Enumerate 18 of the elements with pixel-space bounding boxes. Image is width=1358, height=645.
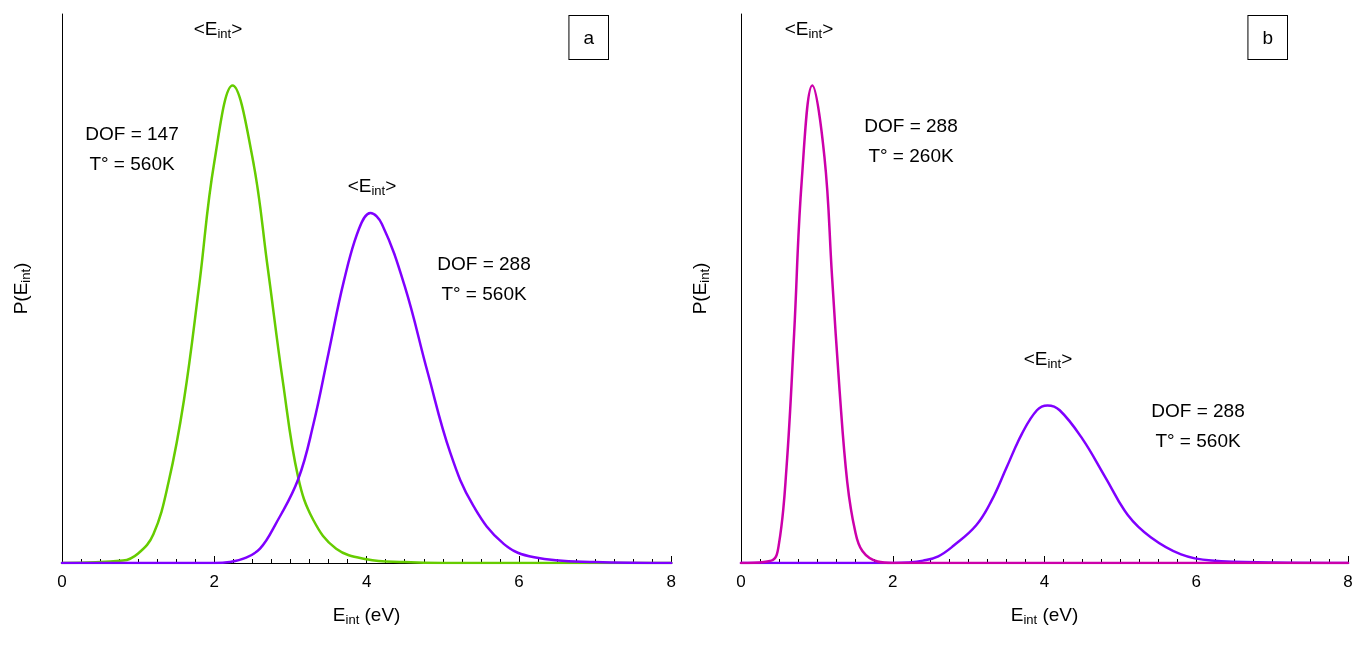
x-tick-label: 6 (1191, 572, 1201, 591)
annotation: DOF = 147 T° = 560K (85, 122, 179, 174)
chart-title: a (583, 27, 595, 48)
annotation: DOF = 288 T° = 260K (864, 114, 958, 166)
x-tick-label: 4 (361, 572, 372, 591)
y-axis-title: P(Eint) (689, 262, 712, 315)
x-tick-label: 2 (888, 572, 898, 591)
y-axis-title: P(Eint) (10, 262, 33, 315)
chart-title: b (1262, 27, 1274, 48)
x-tick-label: 8 (1343, 572, 1353, 591)
x-tick-label: 8 (666, 572, 677, 591)
x-tick-label: 6 (514, 572, 524, 591)
x-tick-label: 0 (736, 572, 746, 591)
x-tick-label: 4 (1039, 572, 1050, 591)
annotation: DOF = 288 T° = 560K (1151, 399, 1245, 451)
x-tick-label: 0 (57, 572, 67, 591)
x-tick-label: 2 (209, 572, 220, 591)
annotation: DOF = 288 T° = 560K (437, 252, 531, 304)
